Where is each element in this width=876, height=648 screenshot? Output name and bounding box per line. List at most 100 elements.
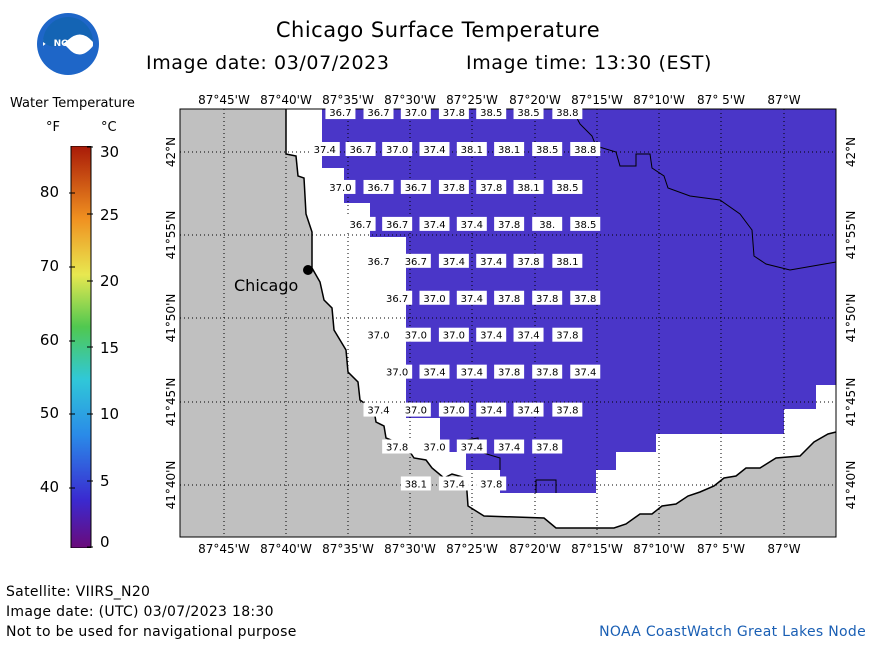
temperature-label-box [400,476,431,491]
temperature-label: 38.5 [574,220,596,231]
credit-link[interactable]: NOAA CoastWatch Great Lakes Node [599,624,866,640]
coastline [285,109,837,529]
temperature-label-box [494,290,525,305]
temperature-label-box [570,142,601,157]
latitude-label: 41°55'N [844,211,858,260]
temperature-label: 37.4 [517,331,539,342]
temperature-label-box [513,179,544,194]
legend-c-tick: 20 [100,272,120,290]
temperature-label: 37.4 [314,145,336,156]
longitude-label: 87°10'W [633,93,685,107]
legend-f-tick: 50 [39,404,59,422]
temperature-label-box [552,402,583,417]
temperature-label: 36.7 [349,145,371,156]
temperature-label: 36.7 [367,108,389,119]
temperature-label: 38.5 [556,183,578,194]
longitude-label: 87° 5'W [697,93,745,107]
temperature-label: 37.0 [405,406,427,417]
temperature-label: 37.4 [461,443,483,454]
temperature-label-box [400,105,431,120]
longitude-label: 87°W [767,542,800,556]
temperature-label: 37.4 [443,257,465,268]
graticule [180,109,836,537]
temperature-label-box [476,402,507,417]
temperature-label-box [494,216,525,231]
latitude-label: 41°50'N [164,294,178,343]
temperature-label: 37.0 [443,406,465,417]
temperature-label: 37.8 [536,368,558,379]
latitude-label: 41°40'N [164,461,178,510]
temperature-label-box [513,327,544,342]
longitude-label: 87°45'W [198,542,250,556]
legend-f-tick: 40 [39,478,59,496]
temperature-label-box [363,402,394,417]
temperature-label: 38.5 [480,108,502,119]
temperature-label: 36.7 [329,108,351,119]
temperature-label: 38.5 [536,145,558,156]
temperature-label-box [419,290,450,305]
temperature-label-box [438,179,469,194]
legend-title: Water Temperature [10,96,135,111]
longitude-label: 87°30'W [384,542,436,556]
longitude-labels-top: 87°45'W 87°40'W 87°35'W 87°30'W 87°25'W 87°20… [198,93,801,107]
temperature-label-box [532,290,563,305]
temperature-label: 36.7 [386,220,408,231]
temperature-label: 37.0 [329,183,351,194]
temperature-label: 37.0 [367,331,389,342]
temperature-label: 37.0 [405,108,427,119]
longitude-label: 87°20'W [509,542,561,556]
temperature-label-box [400,327,431,342]
legend-c-tick: 30 [100,143,120,161]
latitude-label: 42°N [164,137,178,167]
temperature-label-box [363,327,394,342]
legend-f-tick: 70 [39,257,59,275]
longitude-label: 87° 5'W [697,542,745,556]
temperature-label: 36.7 [405,257,427,268]
latitude-label: 41°55'N [164,211,178,260]
temperature-label: 38.1 [461,145,483,156]
latitude-label: 41°45'N [844,378,858,427]
temperature-label-box [532,142,563,157]
legend-f-tick: 60 [39,331,59,349]
legend-c-tick: 15 [100,339,120,357]
temperature-label-box [419,439,450,454]
temperature-label-box [382,142,413,157]
temperature-label-box [363,105,394,120]
longitude-label: 87°W [767,93,800,107]
temperature-label-box [532,364,563,379]
temperature-label: 38.1 [498,145,520,156]
temperature-label: 38.8 [574,145,596,156]
temperature-label: 37.0 [423,294,445,305]
image-time: Image time: 13:30 (EST) [466,52,713,74]
longitude-label: 87°20'W [509,93,561,107]
temperature-label-box [476,179,507,194]
temperature-label-box [400,253,431,268]
temperature-label-box [419,216,450,231]
temperature-label: 37.4 [367,406,389,417]
longitude-label: 87°15'W [571,542,623,556]
temperature-label-box [532,216,563,231]
temperature-label: 36.7 [367,257,389,268]
city-label-chicago: Chicago [234,276,298,295]
temperature-label-box [476,327,507,342]
temperature-label: 37.4 [480,406,502,417]
temperature-label-box [513,253,544,268]
temperature-label-box [570,290,601,305]
latitude-label: 41°40'N [844,461,858,510]
temperature-label: 37.4 [461,368,483,379]
temperature-label: 37.8 [443,108,465,119]
temperature-label-box [363,253,394,268]
temperature-label-box [400,402,431,417]
temperature-label-box [494,142,525,157]
utc-image-date: Image date: (UTC) 03/07/2023 18:30 [6,604,274,620]
temperature-label: 37.4 [443,479,465,490]
temperature-label: 36.7 [386,294,408,305]
temperature-label-box [476,105,507,120]
temperature-label: 37.8 [517,257,539,268]
noaa-logo: NOAA [36,12,100,76]
temperature-label-box [476,476,507,491]
temperature-label: 37.0 [405,331,427,342]
temperature-label: 37.4 [574,368,596,379]
land-indiana [466,432,836,537]
temperature-label: 36.7 [367,183,389,194]
